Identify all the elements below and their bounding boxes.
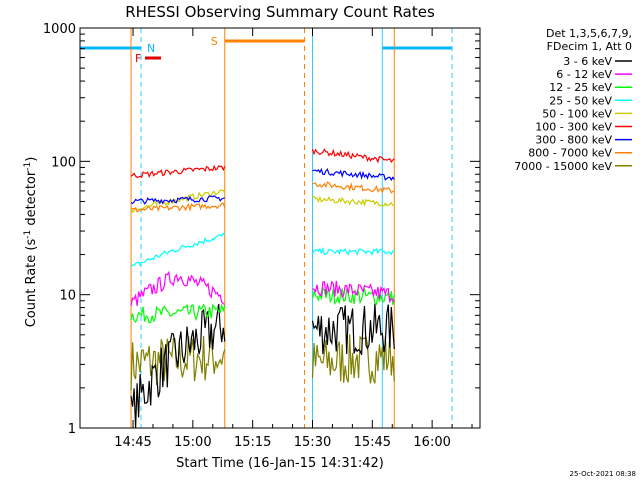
- x-tick-label: 16:00: [413, 435, 450, 450]
- flag-label-s: S: [211, 35, 218, 48]
- legend-label: 50 - 100 keV: [542, 107, 612, 120]
- y-tick-label: 1: [68, 422, 76, 437]
- x-tick-label: 15:30: [294, 435, 331, 450]
- series-line: [311, 286, 395, 306]
- y-axis-label-mid: detector: [24, 170, 39, 230]
- series-line: [130, 334, 226, 391]
- series-line: [130, 189, 226, 214]
- legend-label: 7000 - 15000 keV: [514, 160, 612, 173]
- series-line: [312, 167, 395, 182]
- chart-title: RHESSI Observing Summary Count Rates: [125, 3, 435, 21]
- series-line: [312, 195, 395, 207]
- series-line: [130, 270, 226, 306]
- series-line: [311, 246, 395, 256]
- y-axis-label: Count Rate (s-1 detector-1): [23, 157, 39, 328]
- y-tick-label: 100: [51, 155, 76, 170]
- plot-frame: [79, 27, 481, 429]
- x-tick-label: 15:00: [174, 435, 211, 450]
- x-axis-label: Start Time (16-Jan-15 14:31:42): [176, 456, 384, 471]
- legend-label: 800 - 7000 keV: [528, 147, 612, 160]
- series-line: [130, 304, 226, 429]
- y-axis-label-suffix: ): [24, 157, 39, 162]
- y-tick-label: 1000: [43, 22, 76, 37]
- flag-label-n: N: [147, 42, 155, 55]
- legend-label: 300 - 800 keV: [535, 134, 612, 147]
- legend-label: 25 - 50 keV: [549, 94, 612, 107]
- x-tick-label: 15:15: [234, 435, 271, 450]
- legend-header-line-1: Det 1,3,5,6,7,9,: [546, 27, 632, 40]
- series-line: [130, 195, 225, 205]
- legend-label: 100 - 300 keV: [535, 121, 612, 134]
- series-lines: [130, 148, 395, 429]
- series-line: [312, 181, 395, 194]
- y-axis-ticks: 1 10 100 1000: [43, 22, 480, 437]
- series-line: [311, 303, 395, 356]
- y-axis-label-prefix: Count Rate (s: [24, 239, 39, 328]
- series-line: [130, 303, 226, 324]
- series-line: [130, 202, 226, 213]
- legend-label: 12 - 25 keV: [549, 81, 612, 94]
- y-tick-label: 10: [59, 289, 76, 304]
- x-tick-label: 14:45: [114, 435, 151, 450]
- y-axis-label-exp2: -1: [23, 162, 33, 171]
- series-line: [311, 334, 395, 384]
- series-line: [130, 164, 226, 179]
- x-axis-ticks: 14:45 15:00 15:15 15:30 15:45 16:00: [114, 28, 473, 450]
- y-axis-label-exp1: -1: [23, 230, 33, 239]
- legend-label: 6 - 12 keV: [556, 68, 612, 81]
- series-line: [311, 148, 395, 164]
- x-tick-label: 15:45: [354, 435, 391, 450]
- legend-label: 3 - 6 keV: [563, 55, 612, 68]
- timestamp: 25-Oct-2021 08:38: [570, 470, 636, 478]
- flag-label-f: F: [135, 52, 141, 65]
- series-line: [130, 232, 226, 268]
- legend-header-line-2: FDecim 1, Att 0: [547, 40, 632, 53]
- series-line: [312, 280, 395, 304]
